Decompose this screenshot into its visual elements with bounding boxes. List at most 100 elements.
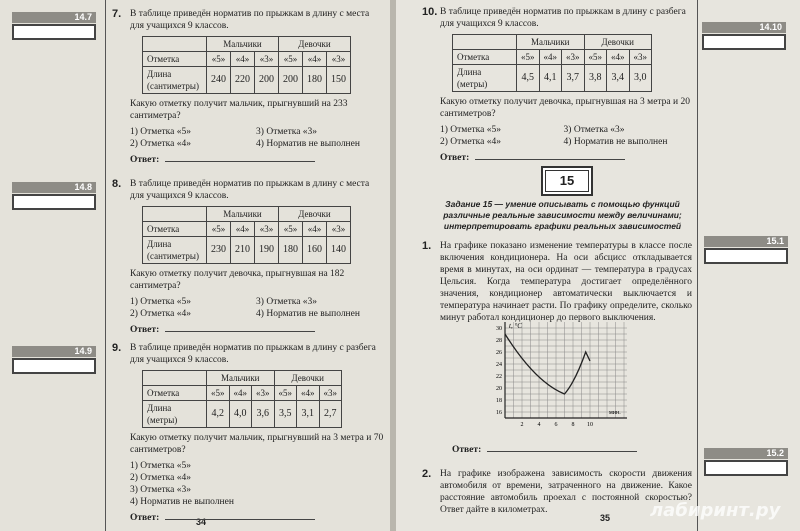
grade-cell: «5» [273, 385, 297, 401]
x-tick-label: 10 [587, 422, 593, 428]
answer-label: Ответ: [452, 445, 482, 455]
grade-cell: «3» [318, 385, 342, 401]
options: 1) Отметка «5» 2) Отметка «4» 3) Отметка «… [440, 124, 690, 148]
answer-tab: 15.2 [704, 448, 788, 476]
problem-number: 2. [422, 468, 432, 480]
y-tick-label: 22 [496, 374, 502, 380]
answer-label: Ответ: [440, 153, 470, 163]
option: 1) Отметка «5» [130, 127, 191, 137]
y-tick-label: 28 [496, 338, 502, 344]
value-cell: 3,5 [273, 400, 297, 428]
task-intro: В таблице приведён норматив по прыжкам в… [130, 343, 376, 365]
x-axis-label: мин. [609, 410, 621, 416]
table-row: Отметка «5» «4» «3» «5» «4» «3» [452, 49, 652, 65]
grade-cell: «4» [606, 49, 630, 65]
group-header: Девочки [278, 36, 351, 52]
page-number: 34 [196, 517, 207, 527]
value-cell: 190 [254, 236, 279, 264]
left-margin-rule [105, 0, 106, 531]
option: 2) Отметка «4» [130, 473, 191, 483]
answer-box [704, 460, 788, 476]
value-cell: 4,0 [228, 400, 252, 428]
row-header: Отметка [452, 49, 517, 65]
row-header: Длина (метры) [142, 400, 207, 428]
grade-cell: «4» [230, 51, 255, 67]
row-header: Длина (метры) [452, 64, 517, 92]
task-number: 9. [112, 342, 122, 354]
problem-number: 1. [422, 240, 432, 252]
answer-tab: 15.1 [704, 236, 788, 264]
group-header: Мальчики [206, 370, 275, 386]
task-number: 7. [112, 8, 122, 20]
row-header: Длина (сантиметры) [142, 236, 207, 264]
value-cell: 220 [230, 66, 255, 94]
group-header: Девочки [278, 206, 351, 222]
answer-blank [165, 519, 316, 520]
option: 4) Норматив не выполнен [256, 139, 360, 149]
grade-cell: «4» [228, 385, 252, 401]
task-question: Какую отметку получит мальчик, прыгнувши… [130, 99, 348, 121]
row-header: Отметка [142, 385, 207, 401]
answer-label: Ответ: [130, 325, 160, 335]
answer-box [12, 358, 96, 374]
group-header: Мальчики [516, 34, 585, 50]
answer-blank [475, 159, 626, 160]
task-number: 10. [422, 6, 438, 18]
option: 3) Отметка «3» [563, 125, 625, 135]
value-cell: 3,0 [628, 64, 652, 92]
graph-grid [504, 322, 627, 419]
y-tick-label: 30 [496, 326, 502, 332]
y-tick-label: 24 [496, 362, 502, 368]
table-row: Отметка «5» «4» «3» «5» «4» «3» [142, 221, 351, 237]
value-cell: 3,1 [296, 400, 320, 428]
y-tick-label: 18 [496, 398, 502, 404]
tab-label: 14.9 [12, 346, 96, 357]
value-cell: 3,7 [561, 64, 585, 92]
y-tick-label: 26 [496, 350, 502, 356]
grade-cell: «3» [326, 221, 351, 237]
value-cell: 240 [206, 66, 231, 94]
option: 2) Отметка «4» [130, 309, 191, 319]
tab-label: 15.2 [704, 448, 788, 459]
problem-text: На графике изображена зависимость скорос… [440, 469, 692, 515]
tab-label: 15.1 [704, 236, 788, 247]
answer-line: Ответ: [130, 512, 385, 524]
table-row: Отметка «5» «4» «3» «5» «4» «3» [142, 385, 342, 401]
row-header: Отметка [142, 221, 207, 237]
temperature-curve [504, 333, 591, 395]
row-header: Отметка [142, 51, 207, 67]
value-cell: 230 [206, 236, 231, 264]
task: 10. В таблице приведён норматив по прыжка… [422, 6, 690, 164]
grade-cell: «3» [628, 49, 652, 65]
grade-cell: «5» [516, 49, 540, 65]
group-header: Мальчики [206, 36, 279, 52]
binding [390, 0, 396, 531]
answer-line: Ответ: [440, 152, 690, 164]
value-cell: 140 [326, 236, 351, 264]
grade-cell: «5» [206, 385, 230, 401]
table-row: Длина (метры) 4,2 4,0 3,6 3,5 3,1 2,7 [142, 400, 342, 428]
problem-text: На графике показано изменение температур… [440, 241, 692, 323]
task: 7. В таблице приведён норматив по прыжкам… [112, 8, 385, 166]
option: 1) Отметка «5» [440, 125, 501, 135]
row-header: Длина (сантиметры) [142, 66, 207, 94]
table-row: Длина (метры) 4,5 4,1 3,7 3,8 3,4 3,0 [452, 64, 652, 92]
grade-cell: «4» [230, 221, 255, 237]
grade-cell: «4» [296, 385, 320, 401]
grade-cell: «5» [583, 49, 607, 65]
task: 8. В таблице приведён норматив по прыжкам… [112, 178, 385, 336]
table-cell [142, 206, 207, 222]
grade-cell: «5» [206, 51, 231, 67]
grade-cell: «3» [254, 221, 279, 237]
tab-label: 14.8 [12, 182, 96, 193]
answer-box [704, 248, 788, 264]
option: 4) Норматив не выполнен [256, 309, 360, 319]
y-axis-label: t, °C [509, 322, 522, 330]
value-cell: 2,7 [318, 400, 342, 428]
option: 4) Норматив не выполнен [130, 497, 234, 507]
answer-blank [487, 451, 638, 452]
value-cell: 160 [302, 236, 327, 264]
value-cell: 3,8 [583, 64, 607, 92]
option: 1) Отметка «5» [130, 297, 191, 307]
task-question: Какую отметку получит девочка, прыгнувша… [130, 269, 345, 291]
